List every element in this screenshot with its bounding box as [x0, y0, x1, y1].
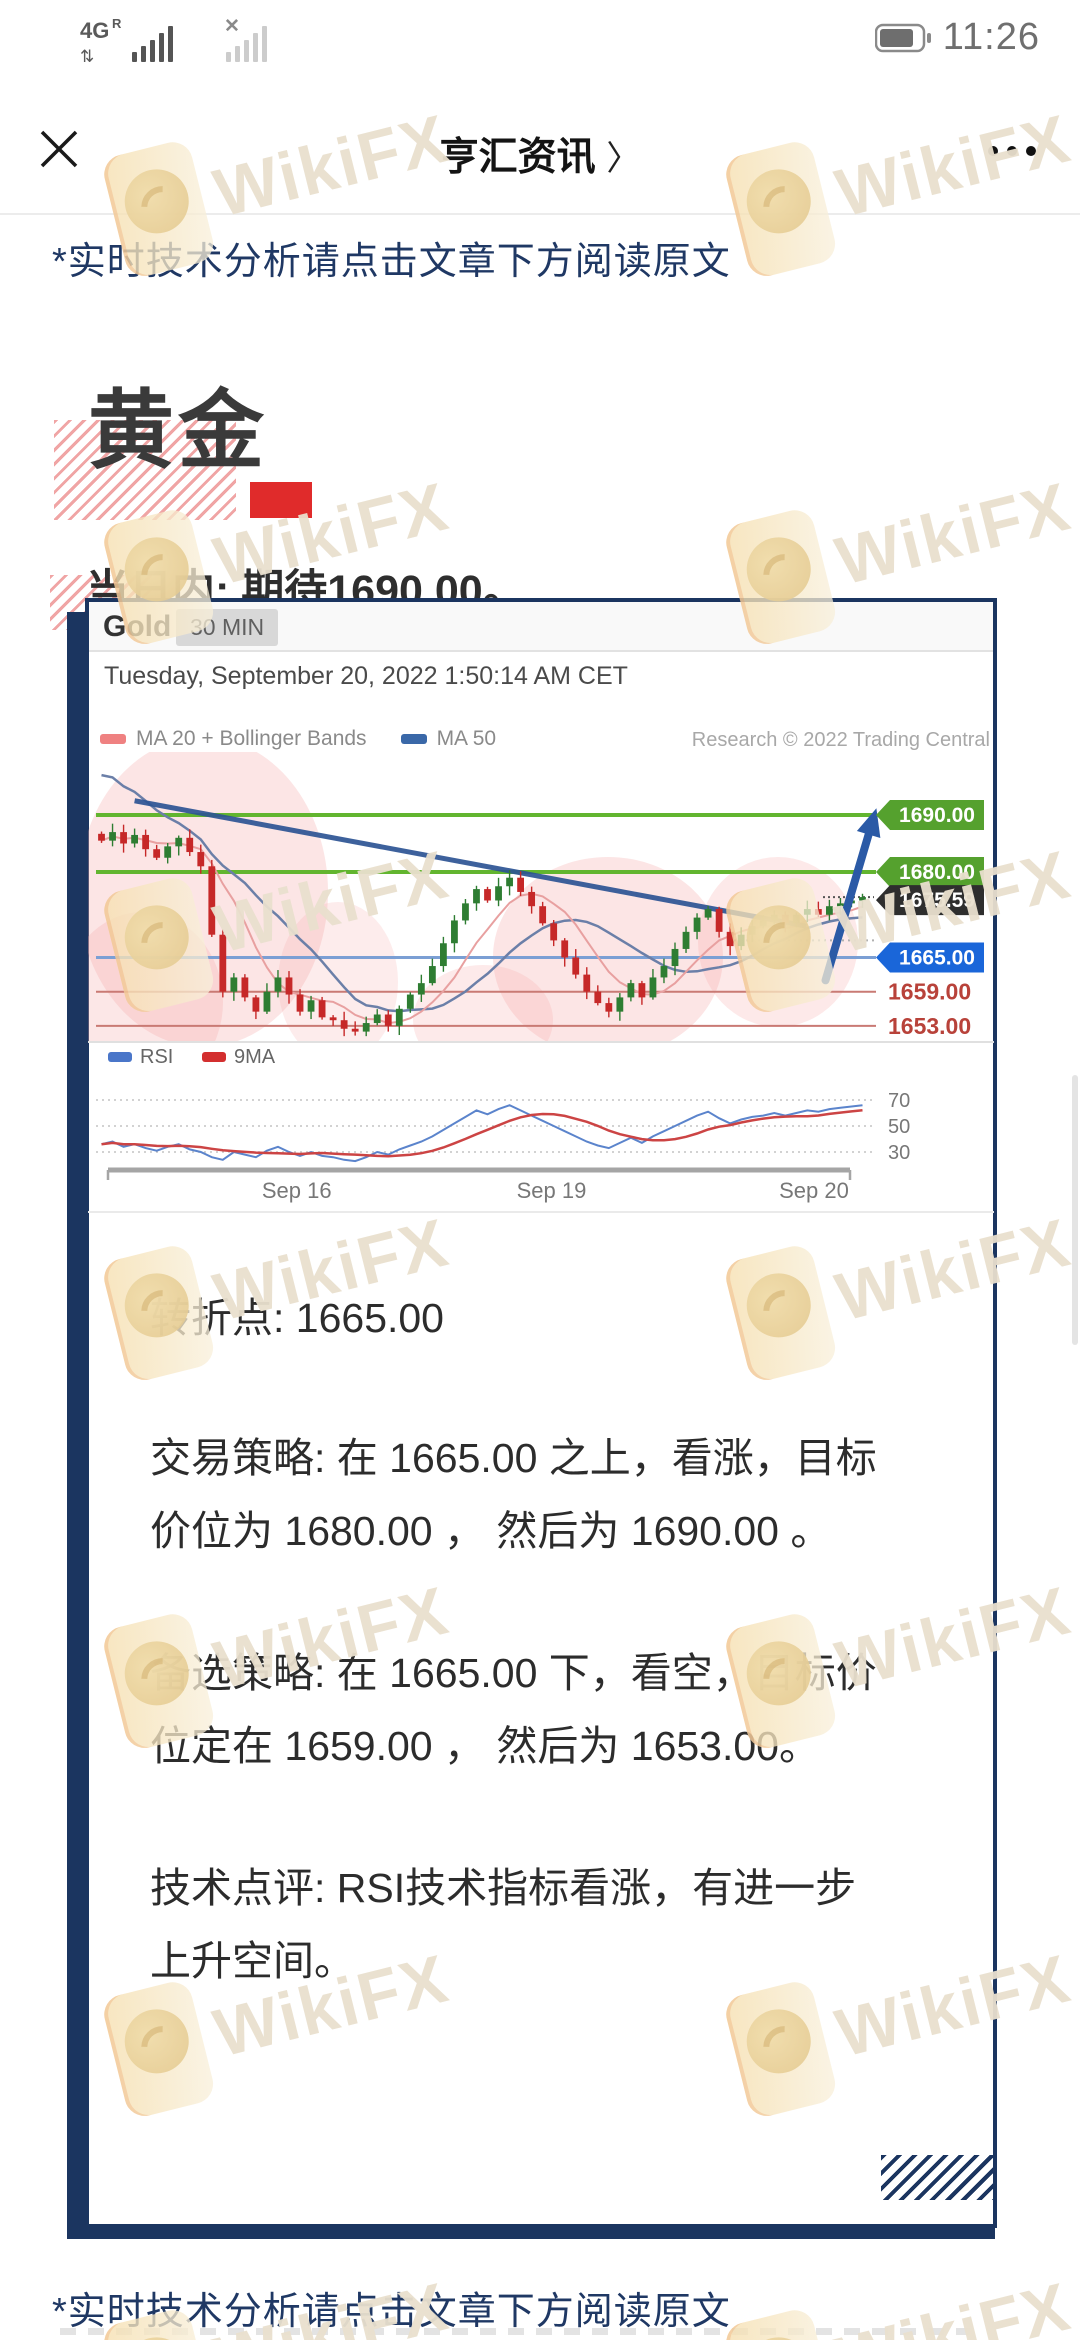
svg-text:R: R: [112, 16, 122, 31]
chart-timestamp: Tuesday, September 20, 2022 1:50:14 AM C…: [104, 662, 628, 690]
svg-text:Sep 16: Sep 16: [262, 1178, 332, 1203]
article-title: 黄金: [88, 383, 268, 479]
wikifx-watermark-text: WikiFX: [828, 468, 1079, 600]
svg-text:30: 30: [888, 1142, 910, 1164]
svg-text:1680.00: 1680.00: [899, 861, 975, 884]
svg-text:1659.00: 1659.00: [888, 979, 971, 1005]
svg-text:Sep 19: Sep 19: [517, 1178, 587, 1203]
title-hatch-decoration: [54, 420, 236, 520]
svg-text:70: 70: [888, 1090, 910, 1112]
svg-text:9MA: 9MA: [234, 1046, 276, 1068]
chart-legend: MA 20 + Bollinger Bands MA 50: [100, 727, 496, 751]
svg-text:✕: ✕: [224, 16, 240, 37]
ma20-swatch-icon: [100, 734, 126, 744]
price-chart: 1690.00 1680.00 1675.59 1665.00 1659.00 1653.…: [88, 752, 994, 1213]
top-notice: *实时技术分析请点击文章下方阅读原文: [52, 241, 731, 283]
svg-text:Sep 20: Sep 20: [779, 1178, 849, 1203]
card-corner-hatch-decoration: [881, 2155, 994, 2200]
chevron-right-icon: 〉: [606, 140, 641, 178]
ma20-legend-label: MA 20 + Bollinger Bands: [136, 727, 367, 750]
svg-text:50: 50: [888, 1116, 910, 1138]
alternative-strategy-text: 备选策略: 在 1665.00 下，看空，目标价 位定在 1659.00 ， 然…: [150, 1650, 877, 1769]
clock-time: 11:26: [942, 16, 1040, 58]
svg-text:⇅: ⇅: [80, 47, 94, 66]
page-title[interactable]: 亨汇资讯 〉: [0, 126, 1080, 182]
svg-text:1675.59: 1675.59: [899, 889, 975, 912]
analysis-card: [85, 598, 997, 2228]
wikifx-watermark: WikiFX: [722, 2245, 1080, 2340]
scrollbar[interactable]: [1072, 1075, 1078, 1345]
svg-text:1690.00: 1690.00: [899, 804, 975, 827]
ma50-swatch-icon: [400, 734, 427, 744]
svg-text:1653.00: 1653.00: [888, 1013, 971, 1039]
svg-text:4G: 4G: [80, 18, 109, 43]
close-icon[interactable]: [36, 126, 82, 172]
ma50-legend-label: MA 50: [436, 727, 497, 750]
svg-text:1665.00: 1665.00: [899, 947, 975, 970]
technical-comment-text: 技术点评: RSI技术指标看涨，有进一步 上升空间。: [150, 1865, 857, 1984]
more-options-button[interactable]: [988, 146, 1036, 156]
page-title-text: 亨汇资讯: [439, 136, 596, 179]
pivot-point-text: 转折点: 1665.00: [150, 1295, 444, 1341]
trading-strategy-text: 交易策略: 在 1665.00 之上，看涨，目标 价位为 1680.00 ， 然…: [150, 1435, 877, 1554]
signal-sim2-no-service-icon: ✕: [224, 16, 267, 62]
status-signal-area: 4G R ⇅ ✕: [80, 12, 294, 68]
chart-attribution: Research © 2022 Trading Central: [691, 729, 990, 751]
svg-text:RSI: RSI: [140, 1046, 173, 1068]
bottom-notice: *实时技术分析请点击文章下方阅读原文: [52, 2291, 731, 2333]
nav-divider: [0, 213, 1080, 215]
chart-symbol: Gold: [103, 610, 172, 643]
signal-sim1-icon: 4G R ⇅: [80, 16, 173, 66]
chart-interval-badge: 30 MIN: [176, 609, 279, 646]
battery-icon: [874, 23, 931, 52]
card-shadow-left: [67, 612, 85, 2239]
status-battery-time: 11:26: [874, 16, 1040, 59]
title-red-square-decoration: [250, 482, 312, 518]
clipped-next-line: [60, 2328, 970, 2335]
